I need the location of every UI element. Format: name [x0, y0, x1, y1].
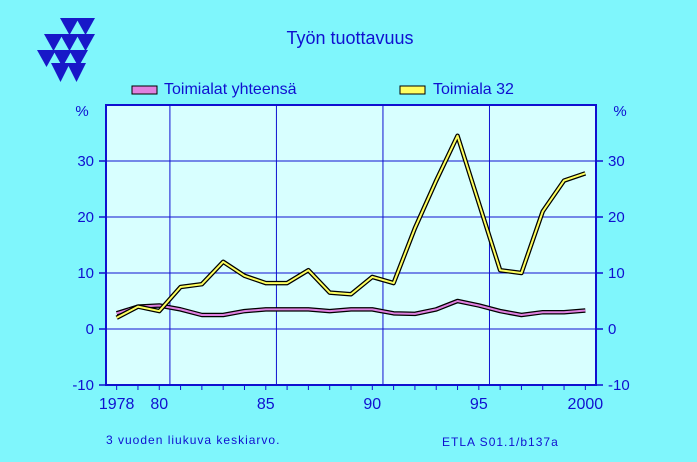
x-tick-label: 90 — [363, 396, 381, 413]
legend-label-total: Toimialat yhteensä — [164, 81, 297, 98]
x-tick-label: 80 — [150, 396, 168, 413]
legend-swatch-industry-32 — [399, 85, 426, 95]
y-tick-label-right: 0 — [608, 321, 616, 338]
x-tick-label: 2000 — [568, 396, 604, 413]
series-line-industry-32 — [116, 134, 586, 319]
legend-label-industry-32: Toimiala 32 — [433, 81, 514, 98]
y-tick-label-left: 20 — [77, 209, 94, 226]
y-tick-label-left: 30 — [77, 153, 94, 170]
footnote: 3 vuoden liukuva keskiarvo. — [106, 433, 280, 447]
y-tick-label-left: 10 — [77, 265, 94, 282]
source-label: ETLA S01.1/b137a — [442, 435, 559, 449]
y-tick-label-left: 0 — [86, 321, 94, 338]
y-tick-label-right: 20 — [608, 209, 625, 226]
y-tick-label-right: -10 — [608, 377, 630, 394]
tick-labels: -10 -10 0 0 10 10 20 20 30 30 1978 80 85 90 95 2000 — [72, 153, 629, 413]
series-lines — [115, 133, 587, 320]
x-tick-label: 1978 — [99, 396, 135, 413]
axis-ticks — [99, 160, 603, 390]
series-line-total — [116, 300, 586, 316]
y-tick-label-left: -10 — [72, 377, 94, 394]
x-tick-label: 95 — [470, 396, 488, 413]
y-unit-right: % — [613, 103, 626, 120]
chart-title: Työn tuottavuus — [286, 28, 413, 48]
y-tick-label-right: 10 — [608, 265, 625, 282]
legend: Toimialat yhteensä Toimiala 32 — [131, 81, 514, 98]
y-unit-left: % — [75, 103, 88, 120]
plot-area — [105, 104, 597, 386]
etla-logo — [37, 18, 95, 82]
legend-swatch-total — [131, 85, 158, 95]
y-tick-label-right: 30 — [608, 153, 625, 170]
x-tick-label: 85 — [257, 396, 275, 413]
